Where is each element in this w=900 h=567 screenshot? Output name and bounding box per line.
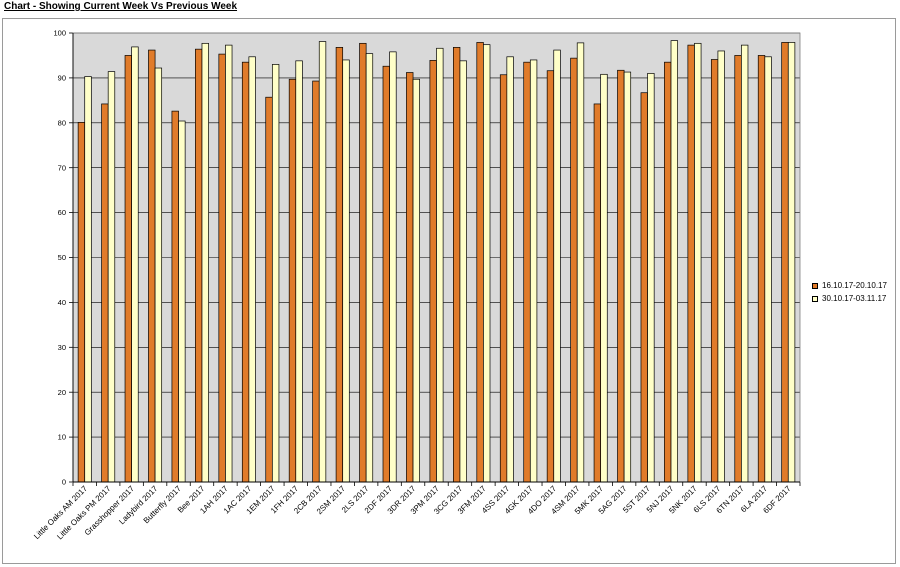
bar-series-1-30 bbox=[757, 55, 766, 483]
legend-swatch-series-1 bbox=[812, 282, 818, 289]
y-tick-label-100: 100 bbox=[53, 29, 66, 38]
bar-series-1-29 bbox=[734, 55, 742, 483]
y-tick-label-90: 90 bbox=[58, 74, 66, 83]
bar-series-1-21 bbox=[546, 70, 555, 483]
bar-series-2-14 bbox=[389, 51, 397, 483]
y-tick-label-80: 80 bbox=[58, 118, 66, 127]
bar-series-1-20 bbox=[523, 61, 531, 483]
bar-series-2-24 bbox=[623, 71, 632, 483]
bar-series-1-3 bbox=[124, 55, 132, 483]
y-tick-label-30: 30 bbox=[58, 343, 66, 352]
bar-series-1-2 bbox=[101, 103, 109, 483]
legend-label-series-2: 30.10.17-03.11.17 bbox=[822, 294, 887, 303]
bar-series-2-3 bbox=[131, 46, 139, 483]
bar-series-1-25 bbox=[640, 92, 648, 483]
bar-series-2-19 bbox=[506, 56, 514, 483]
legend: 16.10.17-20.10.17 30.10.17-03.11.17 bbox=[812, 279, 887, 305]
bar-series-2-27 bbox=[694, 42, 702, 483]
bar-series-1-8 bbox=[241, 61, 250, 483]
bar-series-2-26 bbox=[670, 40, 678, 483]
bar-series-1-16 bbox=[429, 60, 437, 483]
bar-series-2-9 bbox=[271, 64, 280, 483]
bar-series-2-8 bbox=[248, 56, 256, 483]
y-tick-label-70: 70 bbox=[58, 163, 66, 172]
bar-series-1-28 bbox=[710, 59, 719, 483]
bar-series-2-17 bbox=[459, 60, 467, 483]
y-tick-label-60: 60 bbox=[58, 208, 66, 217]
page-title: Chart - Showing Current Week Vs Previous… bbox=[4, 1, 238, 12]
bar-series-2-4 bbox=[154, 67, 163, 483]
bar-series-2-5 bbox=[178, 120, 186, 483]
bar-series-2-23 bbox=[600, 73, 608, 483]
bar-series-1-5 bbox=[171, 110, 179, 483]
legend-item-series-2: 30.10.17-03.11.17 bbox=[812, 292, 887, 305]
bar-series-1-7 bbox=[218, 53, 226, 483]
bar-series-1-18 bbox=[476, 42, 484, 483]
bar-series-2-25 bbox=[647, 73, 655, 483]
bar-series-1-6 bbox=[195, 48, 203, 483]
bar-series-2-18 bbox=[483, 44, 491, 483]
bar-series-2-12 bbox=[342, 59, 350, 483]
bar-series-1-14 bbox=[382, 65, 390, 483]
bar-series-1-23 bbox=[593, 103, 602, 483]
bar-series-2-2 bbox=[107, 71, 116, 483]
bar-series-1-27 bbox=[687, 44, 695, 483]
bar-series-2-10 bbox=[295, 60, 303, 483]
bar-series-1-19 bbox=[499, 74, 508, 483]
bar-series-2-11 bbox=[318, 41, 327, 483]
legend-swatch-series-2 bbox=[812, 295, 818, 302]
bar-series-2-20 bbox=[529, 59, 538, 483]
bar-series-1-12 bbox=[335, 47, 344, 483]
bar-series-1-31 bbox=[781, 42, 789, 483]
bar-series-1-11 bbox=[312, 80, 320, 483]
y-tick-label-40: 40 bbox=[58, 298, 66, 307]
bar-series-1-10 bbox=[288, 78, 297, 483]
bar-series-2-29 bbox=[741, 44, 749, 483]
bar-series-2-13 bbox=[365, 53, 374, 483]
bar-series-2-21 bbox=[553, 49, 561, 483]
bar-series-2-31 bbox=[787, 42, 796, 483]
bar-series-1-13 bbox=[359, 42, 367, 483]
bar-series-1-24 bbox=[617, 69, 625, 483]
y-tick-label-50: 50 bbox=[58, 253, 66, 262]
y-tick-label-20: 20 bbox=[58, 388, 66, 397]
bar-series-1-15 bbox=[406, 72, 414, 483]
bar-series-1-17 bbox=[453, 47, 461, 483]
legend-label-series-1: 16.10.17-20.10.17 bbox=[822, 281, 887, 290]
bar-series-2-15 bbox=[412, 78, 420, 483]
bar-series-1-1 bbox=[77, 122, 86, 483]
bar-series-1-22 bbox=[570, 57, 578, 483]
y-tick-label-0: 0 bbox=[62, 478, 66, 487]
legend-item-series-1: 16.10.17-20.10.17 bbox=[812, 279, 887, 292]
bar-series-1-26 bbox=[664, 61, 672, 483]
bar-series-1-9 bbox=[265, 96, 273, 483]
bar-series-2-22 bbox=[576, 42, 585, 483]
bar-series-1-4 bbox=[148, 49, 156, 483]
bar-series-2-28 bbox=[717, 50, 725, 483]
bar-series-2-1 bbox=[84, 76, 92, 483]
bar-series-2-30 bbox=[764, 56, 772, 483]
y-tick-label-10: 10 bbox=[58, 433, 66, 442]
bar-series-2-16 bbox=[436, 47, 444, 483]
bar-series-2-6 bbox=[201, 42, 209, 483]
bar-series-2-7 bbox=[225, 44, 233, 483]
